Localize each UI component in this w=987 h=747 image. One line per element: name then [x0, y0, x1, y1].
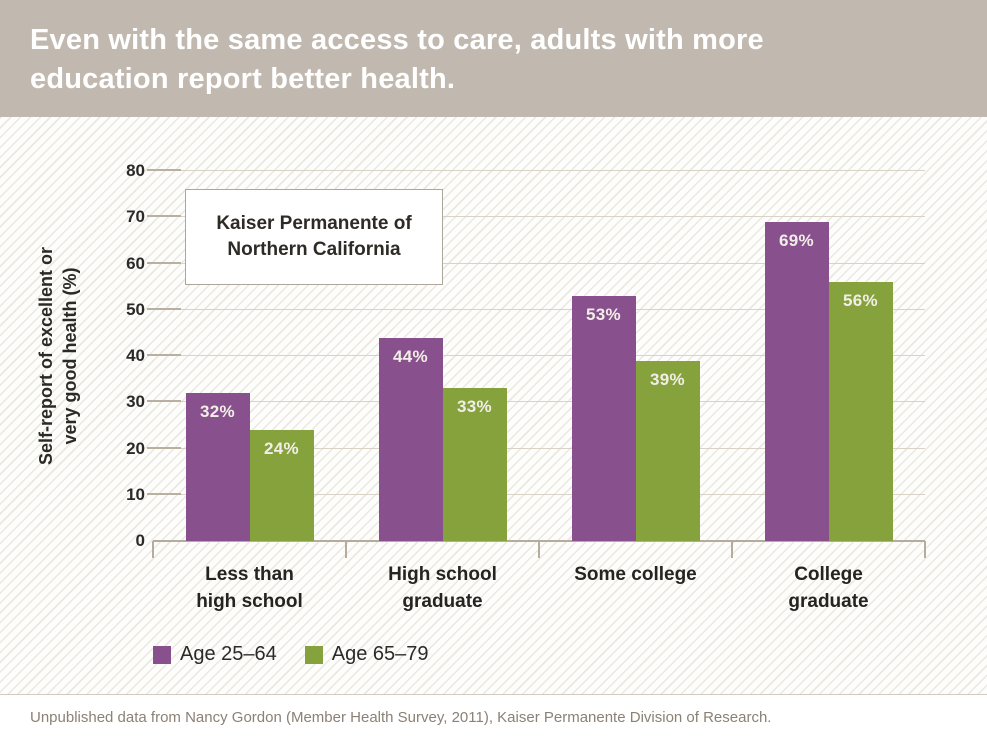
- legend-label: Age 25–64: [180, 643, 277, 665]
- gridline: [153, 262, 925, 264]
- y-tick-mark: [147, 446, 181, 449]
- bar-age-65-79: 33%: [442, 388, 507, 541]
- legend-swatch: [153, 645, 171, 664]
- gridline: [153, 308, 925, 310]
- gridline: [153, 170, 925, 171]
- y-tick-mark: [147, 215, 181, 218]
- footer: Unpublished data from Nancy Gordon (Memb…: [0, 696, 987, 747]
- bar-age-25-64: 44%: [378, 337, 443, 541]
- x-category-label: High school graduate: [388, 564, 497, 612]
- y-tick-mark: [147, 261, 181, 264]
- source-citation: Unpublished data from Nancy Gordon (Memb…: [30, 709, 772, 726]
- gridline: [153, 493, 925, 495]
- y-tick-label: 10: [126, 484, 145, 504]
- bar-value-label: 33%: [457, 397, 492, 417]
- bar-value-label: 39%: [650, 369, 685, 389]
- x-axis-category-labels: Less than high school High school graduat…: [153, 561, 925, 621]
- y-tick-label: 0: [135, 531, 145, 550]
- bar-age-65-79: 24%: [249, 430, 314, 541]
- x-axis-tick: [924, 541, 926, 558]
- x-category-label: Some college: [574, 564, 697, 585]
- x-axis-tick: [731, 541, 733, 558]
- y-tick-mark: [147, 169, 181, 171]
- x-category-label: College graduate: [788, 564, 869, 612]
- y-tick-label: 30: [126, 392, 145, 412]
- x-axis-tick: [345, 541, 347, 558]
- bar-age-25-64: 53%: [571, 295, 636, 541]
- y-tick-label: 60: [126, 253, 145, 273]
- header-banner: Even with the same access to care, adult…: [0, 0, 987, 117]
- legend-swatch: [304, 645, 323, 664]
- y-tick-mark: [147, 400, 181, 403]
- y-tick-label: 70: [126, 207, 145, 227]
- y-axis-tick-labels: 0 10 20 30 40 50 60 70 80: [58, 161, 145, 550]
- bar-value-label: 69%: [779, 230, 814, 250]
- legend-label: Age 65–79: [331, 643, 429, 665]
- x-category-label: Less than high school: [196, 564, 303, 612]
- plot-area: 32% 24% 44% 33% 53% 39% 69% 56%: [147, 169, 926, 558]
- chart-area: Self-report of excellent or very good he…: [0, 117, 987, 695]
- y-tick-label: 40: [126, 346, 145, 365]
- y-tick-mark: [147, 492, 181, 495]
- bar-value-label: 44%: [393, 346, 428, 366]
- y-tick-label: 50: [126, 299, 145, 319]
- bar-value-label: 32%: [200, 402, 235, 421]
- y-tick-label: 20: [126, 438, 145, 458]
- annotation-box: Kaiser Permanente of Northern California: [185, 189, 443, 285]
- bar-age-25-64: 69%: [764, 221, 829, 541]
- bar-age-65-79: 56%: [828, 282, 893, 541]
- y-tick-mark: [147, 307, 181, 310]
- bar-value-label: 56%: [843, 291, 878, 310]
- bar-age-25-64: 32%: [185, 393, 250, 541]
- bar-age-65-79: 39%: [635, 360, 700, 541]
- bar-value-label: 24%: [264, 439, 299, 458]
- legend-item-age-25-64: Age 25–64: [153, 643, 277, 666]
- page-title: Even with the same access to care, adult…: [30, 24, 764, 95]
- gridline: [153, 216, 925, 218]
- y-tick-mark: [147, 354, 181, 356]
- gridline: [153, 447, 925, 449]
- chart-legend: Age 25–64 Age 65–79: [153, 643, 429, 666]
- gridline: [153, 401, 925, 403]
- gridline: [153, 355, 925, 356]
- bar-value-label: 53%: [586, 304, 621, 324]
- legend-item-age-65-79: Age 65–79: [304, 643, 429, 666]
- y-tick-label: 80: [126, 161, 145, 180]
- annotation-text: Kaiser Permanente of Northern California: [216, 213, 412, 260]
- x-axis-tick: [538, 541, 540, 558]
- x-axis-tick: [152, 541, 154, 558]
